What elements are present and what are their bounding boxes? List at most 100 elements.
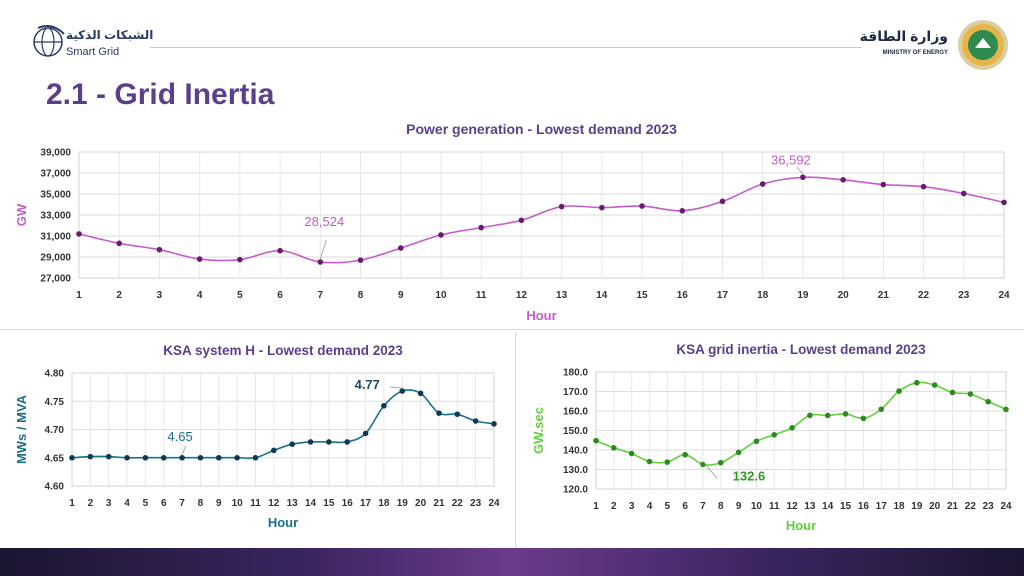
system-h-data-point: [69, 454, 75, 461]
inertia-x-tick-label: 8: [718, 501, 724, 512]
page-title: 2.1 - Grid Inertia: [46, 78, 275, 111]
system-h-data-point: [436, 410, 442, 416]
power-x-tick-label: 2: [116, 290, 122, 301]
power-x-tick-label: 5: [237, 290, 243, 301]
power-data-point: [518, 217, 525, 224]
smart-grid-globe-icon: [33, 25, 65, 57]
system-h-x-tick-label: 21: [433, 498, 445, 509]
power-series-line: [78, 176, 1005, 264]
power-y-tick-label: 27,000: [40, 274, 71, 285]
inertia-x-axis-label: Hour: [786, 518, 816, 533]
inertia-data-point: [771, 431, 778, 438]
system-h-data-point: [381, 402, 387, 409]
power-data-point: [196, 256, 203, 262]
inertia-x-tick-label: 6: [682, 501, 688, 512]
power-data-point: [880, 181, 887, 188]
smart-grid-english: Smart Grid: [66, 46, 120, 58]
system-h-x-tick-label: 5: [143, 498, 149, 509]
ministry-logo: وزارة الطاقة MINISTRY OF ENERGY: [860, 18, 1010, 72]
power-x-tick-label: 20: [838, 290, 850, 301]
system-h-x-tick-label: 24: [488, 498, 500, 509]
system-h-x-tick-label: 20: [415, 498, 427, 509]
inertia-data-point: [593, 437, 599, 444]
system-h-data-label-leader: [390, 386, 403, 389]
inertia-data-point: [807, 412, 813, 419]
system-h-x-tick-label: 15: [323, 498, 335, 509]
system-h-y-axis-label: MWs / MVA: [14, 394, 29, 464]
power-y-tick-label: 33,000: [40, 211, 71, 222]
smart-grid-arabic: الشبكات الذكية: [66, 28, 154, 42]
inertia-data-point: [949, 389, 956, 396]
power-y-tick-label: 39,000: [40, 148, 71, 159]
power-data-point: [317, 259, 324, 265]
inertia-x-tick-label: 5: [665, 501, 671, 512]
system-h-x-tick-label: 2: [88, 498, 94, 509]
inertia-y-tick-label: 180.0: [563, 368, 588, 379]
inertia-data-label: 132.6: [733, 468, 766, 483]
inertia-x-tick-label: 22: [965, 501, 977, 512]
inertia-data-label-leader: [702, 461, 718, 479]
smart-grid-logo: الشبكات الذكية Smart Grid: [30, 20, 170, 66]
inertia-data-point: [646, 458, 653, 465]
system-h-x-tick-label: 4: [124, 498, 130, 509]
power-x-tick-label: 19: [797, 290, 809, 301]
power-y-tick-label: 35,000: [40, 190, 71, 201]
power-data-label: 36,592: [771, 152, 811, 167]
inertia-data-point: [1003, 406, 1009, 413]
system-h-data-point: [362, 430, 369, 437]
power-x-tick-label: 13: [556, 290, 568, 301]
system-h-x-tick-label: 1: [69, 498, 75, 509]
system-h-x-tick-label: 9: [216, 498, 222, 509]
system-h-plot-frame: [71, 372, 495, 487]
inertia-x-tick-label: 16: [858, 501, 870, 512]
inertia-data-point: [931, 382, 938, 388]
power-y-tick-label: 37,000: [40, 169, 71, 180]
power-data-label: 28,524: [304, 214, 344, 229]
inertia-x-tick-label: 10: [751, 501, 763, 512]
inertia-title: KSA grid inertia - Lowest demand 2023: [676, 342, 926, 357]
power-plot-frame: [78, 151, 1005, 279]
ministry-seal-icon: [958, 20, 1008, 70]
inertia-data-point: [878, 406, 885, 413]
inertia-x-tick-label: 18: [893, 501, 905, 512]
system-h-data-point: [215, 454, 222, 461]
power-data-point: [237, 256, 243, 263]
system-h-data-point: [307, 439, 314, 445]
system-h-x-tick-label: 13: [287, 498, 299, 509]
power-x-tick-label: 12: [516, 290, 528, 301]
system-h-data-point: [124, 454, 130, 461]
system-h-y-tick-label: 4.80: [45, 369, 65, 380]
power-x-tick-label: 4: [197, 290, 203, 301]
inertia-x-tick-label: 20: [929, 501, 941, 512]
power-y-tick-label: 31,000: [40, 232, 71, 243]
ministry-english: MINISTRY OF ENERGY: [882, 50, 948, 56]
power-x-tick-label: 14: [596, 290, 608, 301]
power-data-point: [719, 198, 726, 205]
inertia-x-tick-label: 17: [876, 501, 888, 512]
header-rule: [150, 47, 862, 48]
inertia-x-tick-label: 2: [611, 501, 617, 512]
system-h-x-tick-label: 6: [161, 498, 167, 509]
power-data-point: [840, 177, 846, 183]
power-x-tick-label: 22: [918, 290, 930, 301]
system-h-data-label: 4.65: [167, 429, 192, 444]
inertia-data-point: [611, 445, 617, 451]
inertia-x-tick-label: 23: [983, 501, 995, 512]
system-h-data-point: [252, 454, 259, 461]
inertia-x-tick-label: 3: [629, 501, 635, 512]
power-x-tick-label: 1: [76, 290, 82, 301]
system-h-data-point: [234, 454, 240, 461]
inertia-series-line: [595, 381, 1007, 466]
power-data-point: [397, 245, 404, 251]
power-x-tick-label: 10: [435, 290, 447, 301]
power-data-point: [599, 204, 605, 211]
power-data-point: [1001, 199, 1007, 206]
system-h-data-point: [197, 454, 204, 461]
system-h-title: KSA system H - Lowest demand 2023: [163, 343, 403, 358]
system-h-data-point: [289, 441, 295, 447]
inertia-data-point: [682, 451, 688, 458]
power-y-axis-label: GW: [14, 203, 29, 226]
inertia-x-tick-label: 4: [647, 501, 653, 512]
power-x-tick-label: 21: [878, 290, 890, 301]
